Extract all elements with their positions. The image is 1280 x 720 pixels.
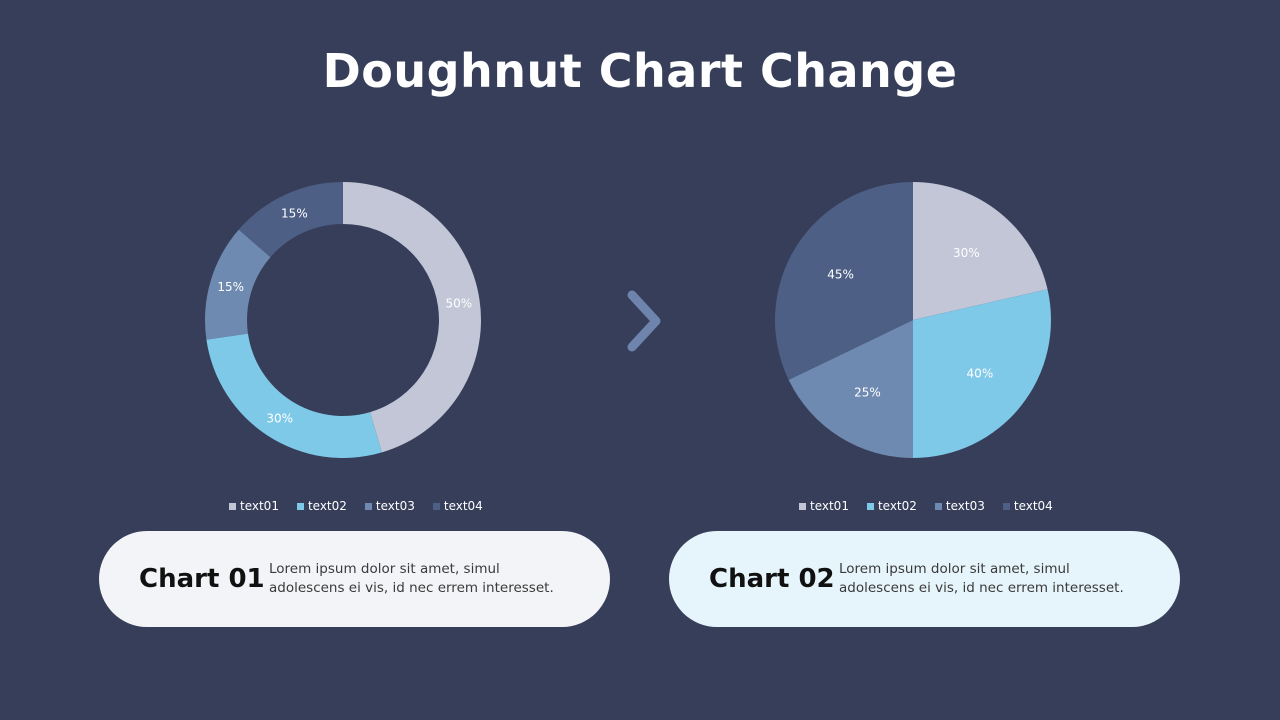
slice-text04 [775,182,913,380]
legend-swatch [866,502,874,510]
card-title: Chart 02 [709,564,835,594]
slice-label-text03: 15% [217,280,244,294]
slice-text02 [913,289,1051,458]
legend-swatch [364,502,372,510]
slice-text03 [205,229,271,340]
legend-label: text01 [240,499,279,513]
legend-label: text02 [307,499,347,513]
slice-label-text04: 45% [827,267,854,281]
page-title: Doughnut Chart Change [322,44,958,98]
legend-item-text02: text02 [296,499,347,513]
doughnut-chart-01: 50% 30% 15% 15% [205,182,482,458]
legend-swatch [229,502,236,510]
legend-item-text01: text01 [799,499,849,513]
legend-label: text04 [443,499,483,513]
legend-item-text03: text03 [364,499,415,513]
pie-chart-02: 30% 40% 25% 45% [775,182,1051,458]
legend-item-text01: text01 [229,499,279,513]
slice-text02 [206,333,382,458]
legend-chart-02: text01 text02 text03 text04 [799,498,1053,514]
slice-text03 [788,320,913,458]
legend-label: text04 [1013,499,1053,513]
slice-text04 [238,182,343,258]
chevron-right-icon [627,290,661,352]
legend-item-text03: text03 [934,499,985,513]
slice-label-text03: 25% [854,385,881,399]
legend-swatch [432,502,440,510]
legend-swatch [1002,502,1010,510]
legend-label: text03 [945,499,985,513]
card-description: Lorem ipsum dolor sit amet, simul adoles… [269,561,554,596]
card-description: Lorem ipsum dolor sit amet, simul adoles… [839,561,1124,596]
legend-swatch [296,502,304,510]
slice-label-text02: 40% [967,366,994,380]
legend-label: text03 [375,499,415,513]
slice-text01 [913,182,1048,320]
legend-swatch [934,502,942,510]
card-title: Chart 01 [139,564,265,594]
slice-label-text01: 30% [953,246,980,260]
legend-item-text04: text04 [432,499,483,513]
slice-label-text02: 30% [266,411,293,425]
slice-text01 [343,182,482,453]
legend-label: text01 [810,499,849,513]
legend-chart-01: text01 text02 text03 text04 [229,498,483,514]
slice-label-text04: 15% [281,207,308,221]
legend-item-text04: text04 [1002,499,1053,513]
legend-label: text02 [877,499,917,513]
slice-label-text01: 50% [445,296,472,310]
chart-01-card: Chart 01 Lorem ipsum dolor sit amet, sim… [99,531,610,627]
legend-item-text02: text02 [866,499,917,513]
legend-swatch [799,502,806,510]
chart-02-card: Chart 02 Lorem ipsum dolor sit amet, sim… [669,531,1180,627]
